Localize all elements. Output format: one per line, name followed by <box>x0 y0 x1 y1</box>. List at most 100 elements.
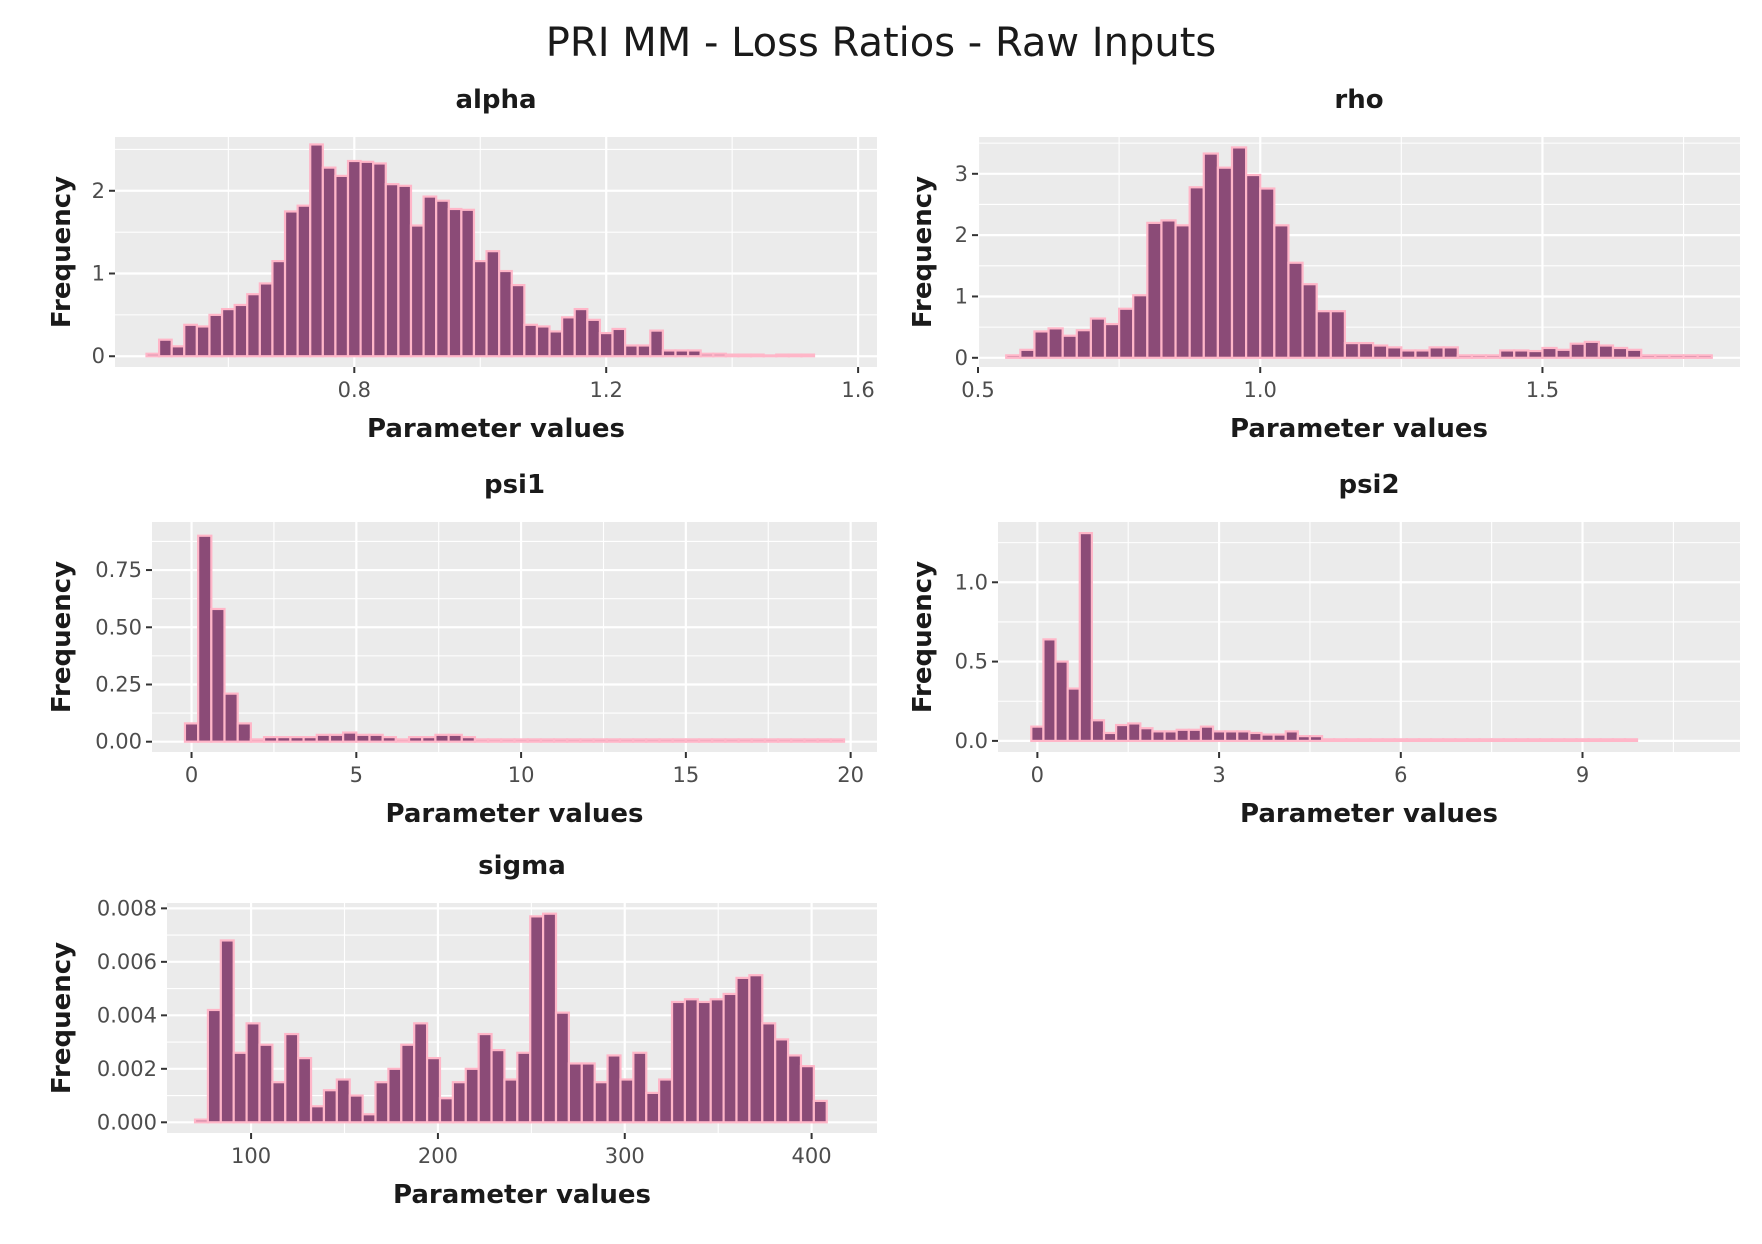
histogram-bar <box>605 738 622 743</box>
histogram-bar <box>586 318 602 358</box>
histogram-bar <box>1417 738 1433 742</box>
histogram-bar <box>1078 532 1093 742</box>
histogram-bar <box>335 1078 351 1124</box>
histogram-bar <box>592 738 608 743</box>
histogram-bar <box>775 353 790 358</box>
histogram-bar <box>1151 730 1166 742</box>
histogram-bar <box>658 1078 674 1124</box>
histogram-bar <box>1454 738 1469 742</box>
histogram-bar <box>1551 738 1566 742</box>
histogram-bar <box>1393 738 1408 742</box>
y-tick-label: 0.006 <box>97 950 157 974</box>
histogram-bar <box>302 736 318 743</box>
histogram-bar <box>1224 730 1239 742</box>
histogram-bar <box>1296 735 1312 742</box>
panel-title: rho <box>1334 85 1383 115</box>
histogram-bar <box>394 738 411 743</box>
histogram-bar <box>1357 738 1372 742</box>
histogram-bar <box>737 738 753 743</box>
histogram-bar <box>1405 738 1421 742</box>
x-tick-label: 6 <box>1394 763 1407 787</box>
x-tick-label: 200 <box>418 1144 458 1168</box>
histogram-bar <box>661 349 677 358</box>
histogram-bar <box>1345 738 1360 742</box>
histogram-bar <box>1527 349 1544 359</box>
y-tick-label: 0.002 <box>97 1057 157 1081</box>
histogram-bar <box>737 353 753 358</box>
histogram-bar <box>761 1022 777 1124</box>
histogram-bar <box>1470 354 1488 359</box>
y-tick-label: 3 <box>955 162 968 186</box>
y-tick-label: 0 <box>955 346 968 370</box>
histogram-bar <box>421 736 437 743</box>
panel-background <box>152 522 877 752</box>
histogram-bar <box>503 1078 519 1124</box>
histogram-bar <box>197 534 213 743</box>
histogram-bar <box>477 1032 493 1124</box>
histogram-bar <box>321 166 337 358</box>
histogram-bar <box>1075 329 1092 359</box>
x-tick-label: 0 <box>1031 763 1044 787</box>
histogram-bar <box>529 915 545 1124</box>
panel-sigma: 100 200 300 400 0.000 0.002 0.004 0.006 0.008 sig… <box>47 851 877 1210</box>
histogram-bar <box>407 736 424 743</box>
histogram-bar <box>361 1113 377 1124</box>
histogram-bar <box>542 912 558 1124</box>
histogram-bar <box>359 160 375 358</box>
histogram-bar <box>447 733 463 743</box>
histogram-bar <box>1442 738 1457 742</box>
histogram-bar <box>598 331 614 358</box>
histogram-bar <box>1611 738 1627 742</box>
histogram-bar <box>554 1011 570 1124</box>
histogram-bar <box>750 738 767 743</box>
histogram-bar <box>1696 354 1713 359</box>
histogram-bar <box>1369 738 1384 742</box>
x-tick-label: 15 <box>672 763 699 787</box>
x-axis-label: Parameter values <box>393 1180 651 1210</box>
histogram-bar <box>1654 354 1671 359</box>
histogram-bar <box>1442 346 1459 359</box>
histogram-bar <box>473 738 490 743</box>
histogram-bar <box>1230 146 1248 359</box>
histogram-bar <box>649 329 664 358</box>
histogram-bar <box>1343 341 1361 359</box>
histogram-bar <box>409 224 425 358</box>
histogram-bar <box>1102 731 1118 742</box>
histogram-bar <box>786 1054 803 1124</box>
histogram-bar <box>334 174 350 358</box>
y-axis-label: Frequency <box>908 561 938 713</box>
x-axis-label: Parameter values <box>386 799 644 829</box>
y-tick-label: 0.25 <box>95 672 142 696</box>
panel-title: alpha <box>455 85 536 115</box>
y-tick-label: 0.5 <box>955 650 988 674</box>
histogram-bar <box>1381 738 1396 742</box>
histogram-bar <box>561 316 576 358</box>
histogram-bar <box>210 607 226 743</box>
histogram-bar <box>1357 341 1375 359</box>
histogram-bar <box>1308 735 1324 742</box>
y-tick-label: 0.004 <box>97 1003 157 1027</box>
x-tick-label: 1.5 <box>1526 378 1559 402</box>
histogram-bar <box>1030 725 1045 742</box>
histogram-bar <box>724 353 740 358</box>
histogram-bar <box>206 1008 222 1124</box>
histogram-bar <box>372 162 387 358</box>
histogram-bar <box>712 352 727 358</box>
histogram-bar <box>460 208 476 358</box>
histogram-bar <box>1623 738 1639 742</box>
histogram-bar <box>787 353 803 358</box>
histogram-bar <box>573 307 589 358</box>
histogram-bar <box>1315 310 1332 359</box>
histogram-bar <box>510 283 526 358</box>
histogram-bar <box>636 344 652 358</box>
histogram-bar <box>1187 728 1203 742</box>
histogram-bar <box>774 1038 790 1124</box>
histogram-bar <box>1541 346 1558 359</box>
histogram-bar <box>297 1057 313 1124</box>
histogram-bar <box>800 353 816 358</box>
histogram-bar <box>487 738 503 743</box>
x-axis-label: Parameter values <box>367 414 625 444</box>
histogram-bar <box>709 998 725 1124</box>
histogram-bar <box>1414 349 1431 359</box>
